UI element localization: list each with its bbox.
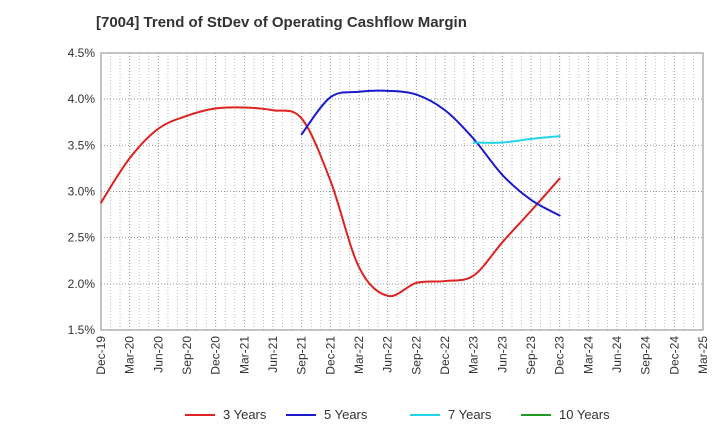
y-tick-label: 3.0% bbox=[68, 185, 96, 199]
x-tick-label: Jun-21 bbox=[266, 336, 280, 373]
series-line-3-years bbox=[100, 106, 561, 298]
legend-label: 7 Years bbox=[448, 407, 492, 422]
x-tick-label: Sep-20 bbox=[180, 336, 194, 375]
legend-label: 5 Years bbox=[324, 407, 368, 422]
x-tick-label: Dec-21 bbox=[323, 336, 337, 375]
y-tick-label: 3.5% bbox=[68, 138, 96, 152]
y-tick-label: 1.5% bbox=[68, 323, 96, 337]
y-tick-label: 2.0% bbox=[68, 277, 96, 291]
x-tick-label: Sep-21 bbox=[295, 336, 309, 375]
x-tick-label: Jun-22 bbox=[381, 336, 395, 373]
x-tick-label: Jun-24 bbox=[610, 336, 624, 373]
x-tick-label: Mar-25 bbox=[696, 336, 710, 374]
x-tick-label: Jun-23 bbox=[495, 336, 509, 373]
x-tick-label: Dec-20 bbox=[209, 336, 223, 375]
x-tick-label: Mar-20 bbox=[123, 336, 137, 374]
y-tick-label: 4.5% bbox=[68, 46, 96, 60]
x-tick-label: Sep-22 bbox=[409, 336, 423, 375]
y-tick-label: 2.5% bbox=[68, 231, 96, 245]
legend-label: 3 Years bbox=[223, 407, 267, 422]
x-tick-label: Jun-20 bbox=[151, 336, 165, 373]
plot-frame bbox=[100, 52, 704, 331]
x-tick-label: Dec-24 bbox=[667, 336, 681, 375]
x-tick-label: Dec-23 bbox=[553, 336, 567, 375]
x-tick-label: Mar-22 bbox=[352, 336, 366, 374]
series-line-7-years bbox=[472, 135, 561, 144]
x-tick-label: Dec-19 bbox=[94, 336, 108, 375]
x-tick-label: Mar-24 bbox=[581, 336, 595, 374]
x-tick-label: Sep-24 bbox=[639, 336, 653, 375]
x-tick-label: Mar-23 bbox=[467, 336, 481, 374]
chart-title: [7004] Trend of StDev of Operating Cashf… bbox=[96, 14, 467, 31]
x-tick-label: Mar-21 bbox=[237, 336, 251, 374]
y-tick-label: 4.0% bbox=[68, 92, 96, 106]
series-line-5-years bbox=[300, 89, 561, 217]
legend-label: 10 Years bbox=[559, 407, 610, 422]
x-tick-label: Dec-22 bbox=[438, 336, 452, 375]
x-tick-label: Sep-23 bbox=[524, 336, 538, 375]
